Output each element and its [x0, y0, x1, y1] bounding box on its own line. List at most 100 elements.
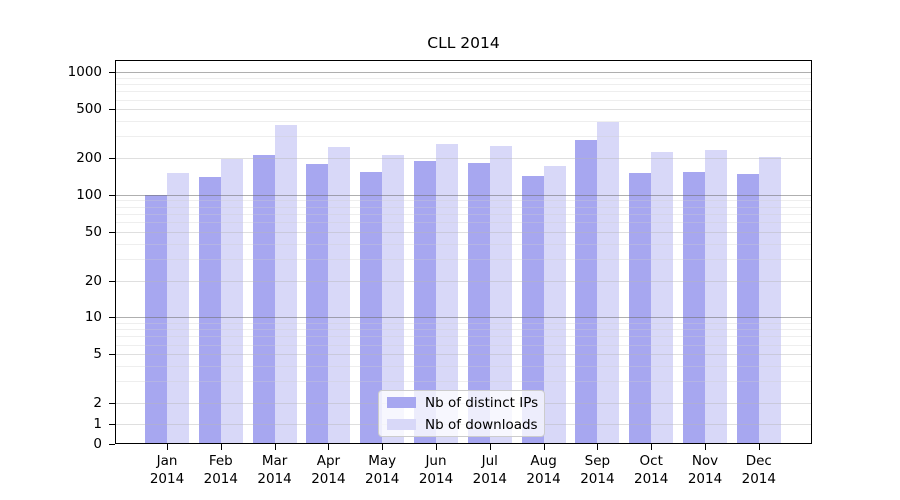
- x-tick-mark: [382, 444, 384, 450]
- x-tick-label: Oct 2014: [634, 453, 669, 487]
- grid-line: [115, 91, 812, 93]
- bar-downloads: [167, 173, 189, 444]
- y-tick-label: 5: [93, 346, 102, 363]
- bar-downloads: [382, 154, 405, 444]
- bar-distinct-ips: [683, 171, 705, 444]
- grid-line: [115, 136, 812, 138]
- y-tick-mark: [109, 194, 115, 196]
- y-tick-mark: [109, 280, 115, 282]
- y-tick-label: 1: [93, 415, 102, 432]
- x-tick-label: Dec 2014: [741, 453, 776, 487]
- grid-line: [115, 329, 812, 331]
- y-tick-label: 100: [76, 186, 102, 203]
- y-tick-mark: [109, 423, 115, 425]
- y-tick-label: 20: [84, 272, 102, 289]
- x-tick-mark: [328, 444, 330, 450]
- bar-distinct-ips: [252, 155, 275, 444]
- bar-distinct-ips: [145, 194, 167, 444]
- legend-item-downloads: Nb of downloads: [387, 416, 538, 433]
- bar-distinct-ips: [414, 161, 436, 444]
- y-tick-label: 1000: [67, 64, 102, 81]
- x-tick-mark: [758, 444, 760, 450]
- bar-distinct-ips: [736, 174, 759, 444]
- y-tick-mark: [109, 354, 115, 356]
- x-tick-label: Sep 2014: [580, 453, 615, 487]
- plot-area: [115, 60, 812, 444]
- y-tick-label: 50: [84, 223, 102, 240]
- y-tick-label: 200: [76, 150, 102, 166]
- grid-line: [115, 280, 812, 282]
- grid-line: [115, 194, 812, 196]
- x-tick-mark: [651, 444, 653, 450]
- bar-downloads: [651, 151, 674, 444]
- bar-downloads: [274, 124, 297, 444]
- x-tick-label: Jun 2014: [418, 453, 454, 487]
- bar-downloads: [705, 149, 727, 444]
- bar-downloads: [328, 147, 351, 444]
- grid-line: [115, 322, 812, 324]
- legend-label-downloads: Nb of downloads: [425, 416, 538, 433]
- y-tick-label: 0: [93, 436, 102, 452]
- grid-line: [115, 231, 812, 233]
- grid-line: [115, 158, 812, 159]
- bar-downloads: [489, 146, 512, 444]
- grid-line: [115, 222, 812, 224]
- x-tick-mark: [436, 444, 437, 450]
- legend-swatch-downloads: [387, 419, 416, 430]
- bar-downloads: [543, 165, 566, 444]
- grid-line: [115, 354, 812, 356]
- grid-line: [115, 77, 812, 79]
- x-tick-mark: [597, 444, 599, 450]
- x-tick-mark: [167, 444, 168, 450]
- bar-distinct-ips: [629, 173, 652, 444]
- y-tick-mark: [109, 158, 115, 159]
- grid-line: [115, 344, 812, 346]
- x-tick-mark: [705, 444, 706, 450]
- y-tick-mark: [109, 72, 115, 74]
- grid-line: [115, 121, 812, 123]
- legend-swatch-distinct-ips: [387, 397, 416, 408]
- bar-distinct-ips: [521, 176, 544, 444]
- y-tick-label: 10: [84, 309, 102, 326]
- grid-line: [115, 206, 812, 208]
- x-tick-mark: [220, 444, 222, 450]
- y-tick-mark: [109, 444, 115, 445]
- y-tick-label: 2: [93, 395, 102, 411]
- x-tick-label: May 2014: [365, 453, 400, 487]
- x-tick-mark: [543, 444, 545, 450]
- y-tick-mark: [109, 109, 115, 111]
- y-tick-label: 500: [76, 101, 102, 118]
- bar-downloads: [597, 122, 620, 444]
- grid-line: [115, 109, 812, 111]
- y-tick-mark: [109, 317, 115, 319]
- bar-distinct-ips: [575, 139, 598, 444]
- x-tick-mark: [274, 444, 276, 450]
- bar-distinct-ips: [306, 164, 329, 444]
- grid-line: [115, 366, 812, 368]
- x-tick-label: Mar 2014: [257, 453, 292, 487]
- bar-distinct-ips: [198, 176, 221, 444]
- x-tick-label: Nov 2014: [687, 453, 723, 487]
- x-tick-label: Feb 2014: [203, 453, 238, 487]
- bar-distinct-ips: [360, 171, 383, 444]
- chart-title: CLL 2014: [427, 34, 500, 52]
- grid-line: [115, 243, 812, 245]
- grid-line: [115, 317, 812, 319]
- y-tick-mark: [109, 403, 115, 404]
- legend-item-distinct-ips: Nb of distinct IPs: [387, 395, 538, 411]
- grid-line: [115, 213, 812, 215]
- grid-line: [115, 336, 812, 338]
- x-tick-label: Aug 2014: [526, 453, 561, 487]
- grid-line: [115, 99, 812, 101]
- y-tick-mark: [109, 231, 115, 233]
- grid-line: [115, 258, 812, 260]
- bar-downloads: [436, 143, 458, 444]
- x-tick-label: Jan 2014: [149, 453, 185, 487]
- grid-line: [115, 84, 812, 86]
- x-tick-label: Jul 2014: [472, 453, 507, 487]
- legend: Nb of distinct IPs Nb of downloads: [378, 390, 545, 437]
- grid-line: [115, 200, 812, 202]
- x-tick-label: Apr 2014: [311, 453, 346, 487]
- bar-distinct-ips: [467, 163, 490, 444]
